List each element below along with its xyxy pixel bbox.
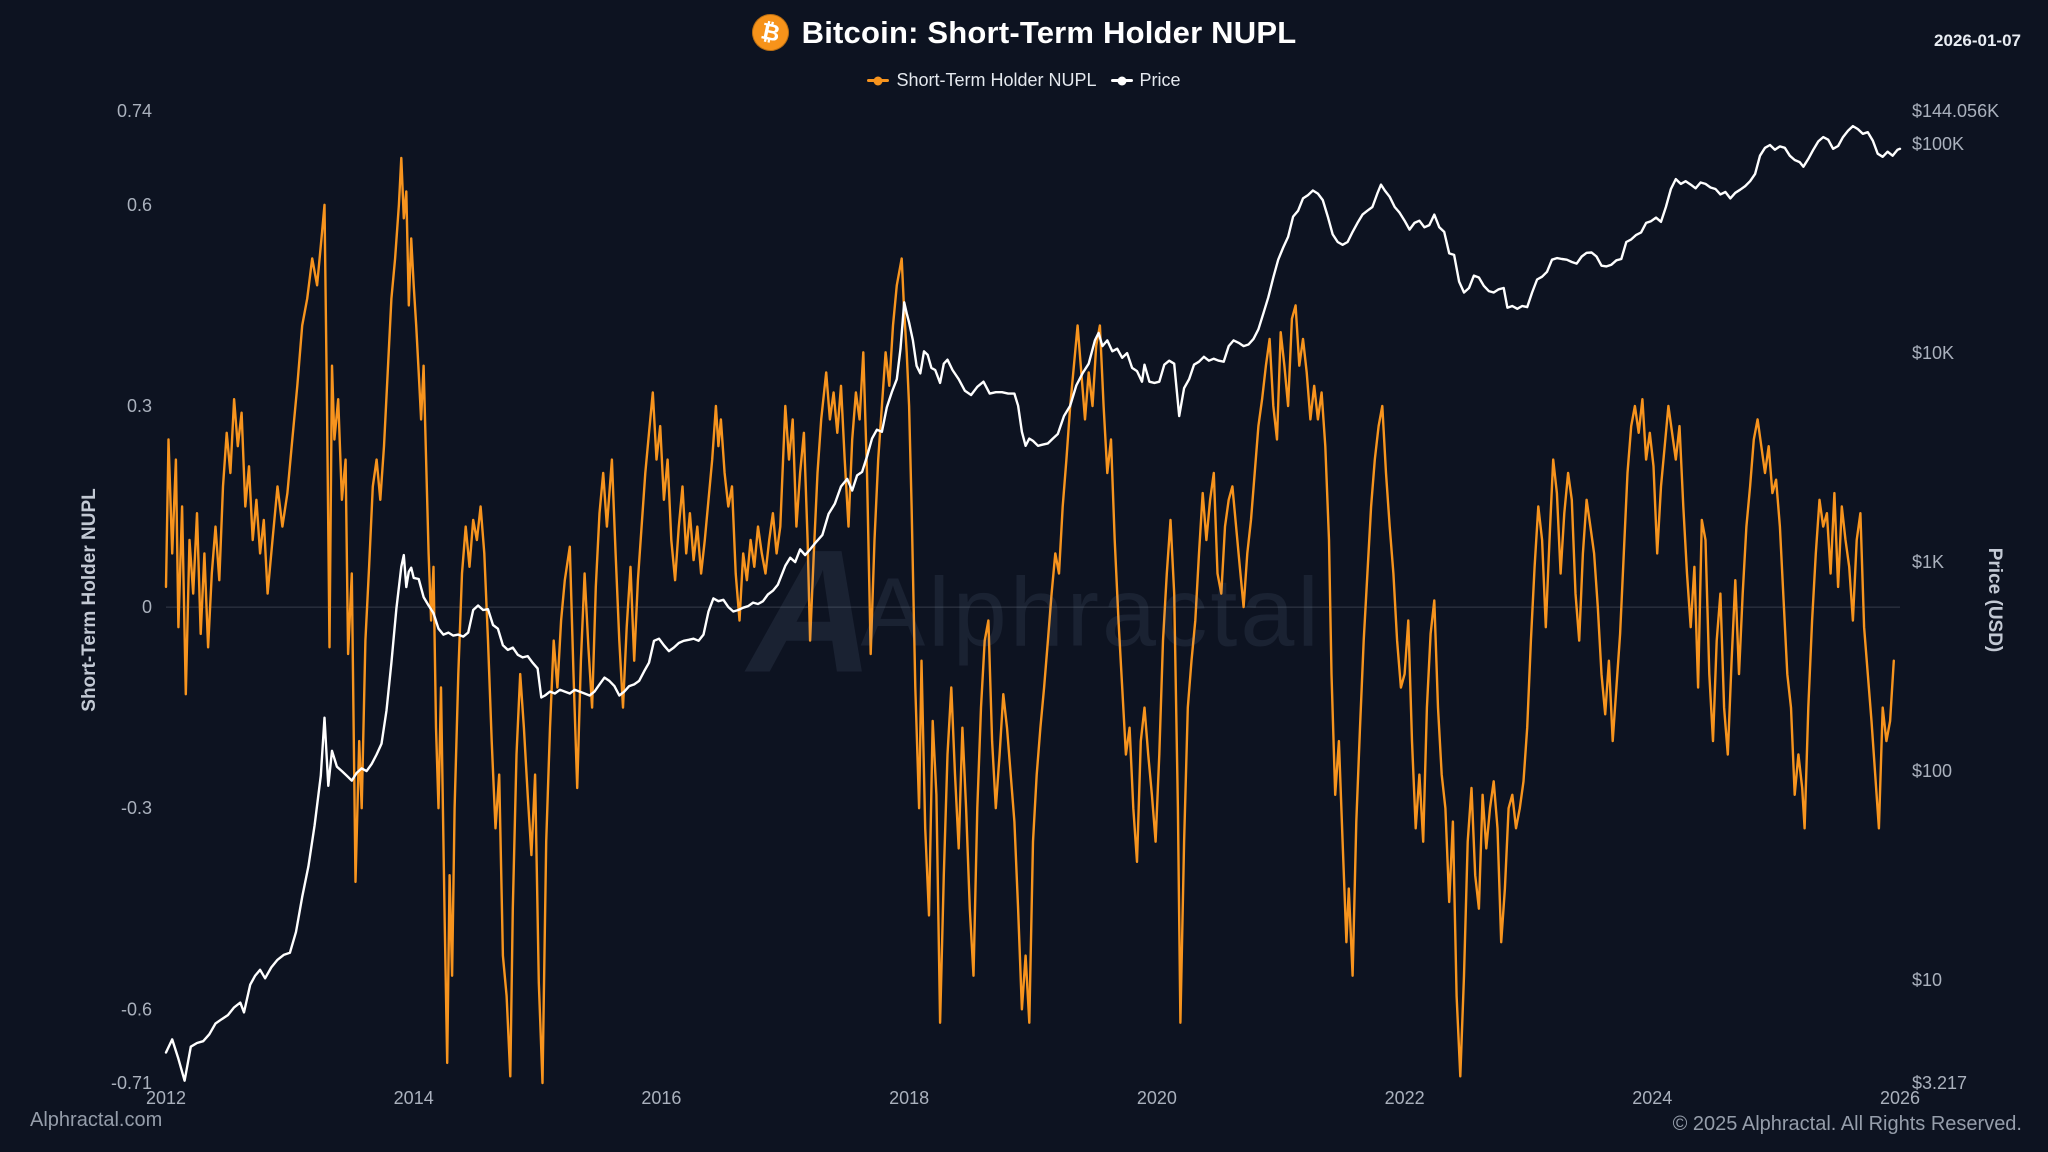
left-axis-tick: 0.6 [127, 195, 152, 215]
x-axis-tick: 2018 [889, 1088, 929, 1108]
x-axis-tick: 2026 [1880, 1088, 1920, 1108]
series-line-nupl [164, 156, 1896, 1085]
price-series-marker-icon [1110, 79, 1133, 82]
right-axis-title: Price (USD) [1984, 547, 2005, 653]
legend-label-nupl: Short-Term Holder NUPL [896, 70, 1097, 90]
bitcoin-icon: ₿ [748, 10, 793, 55]
legend-label-price: Price [1139, 70, 1181, 90]
left-axis-tick: 0 [142, 597, 152, 617]
left-axis-title: Short-Term Holder NUPL [79, 488, 100, 712]
footer-site-link[interactable]: Alphractal.com [30, 1109, 163, 1131]
right-axis-tick: $10 [1912, 970, 1942, 990]
right-axis-tick: $100K [1912, 134, 1964, 154]
legend-item-nupl[interactable]: Short-Term Holder NUPL [867, 70, 1097, 91]
right-axis-tick: $144.056K [1912, 101, 1999, 121]
nupl-series-marker-icon [867, 79, 890, 82]
x-axis-tick: 2022 [1385, 1088, 1425, 1108]
legend-item-price[interactable]: Price [1110, 70, 1181, 91]
left-axis-tick: 0.3 [127, 396, 152, 416]
right-axis-tick: $10K [1912, 343, 1954, 363]
x-axis-tick: 2024 [1632, 1088, 1672, 1108]
left-axis-tick: -0.6 [121, 999, 152, 1019]
series-line-price [164, 124, 1902, 1082]
title-bar: ₿ Bitcoin: Short-Term Holder NUPL [0, 10, 2048, 55]
x-axis-tick: 2012 [146, 1088, 186, 1108]
date-stamp: 2026-01-07 [1934, 31, 2021, 50]
left-axis-tick: -0.3 [121, 798, 152, 818]
right-axis-tick: $100 [1912, 761, 1952, 781]
right-axis-tick: $1K [1912, 552, 1944, 572]
left-axis-tick: -0.71 [111, 1073, 152, 1093]
legend: Short-Term Holder NUPL Price [0, 70, 2048, 91]
x-axis-tick: 2020 [1137, 1088, 1177, 1108]
left-axis-tick: 0.74 [117, 101, 152, 121]
x-axis-tick: 2014 [394, 1088, 434, 1108]
page-title: Bitcoin: Short-Term Holder NUPL [801, 14, 1297, 50]
right-axis-tick: $3.217 [1912, 1073, 1967, 1093]
x-axis-tick: 2016 [641, 1088, 681, 1108]
footer-copyright: © 2025 Alphractal. All Rights Reserved. [1672, 1113, 2022, 1135]
